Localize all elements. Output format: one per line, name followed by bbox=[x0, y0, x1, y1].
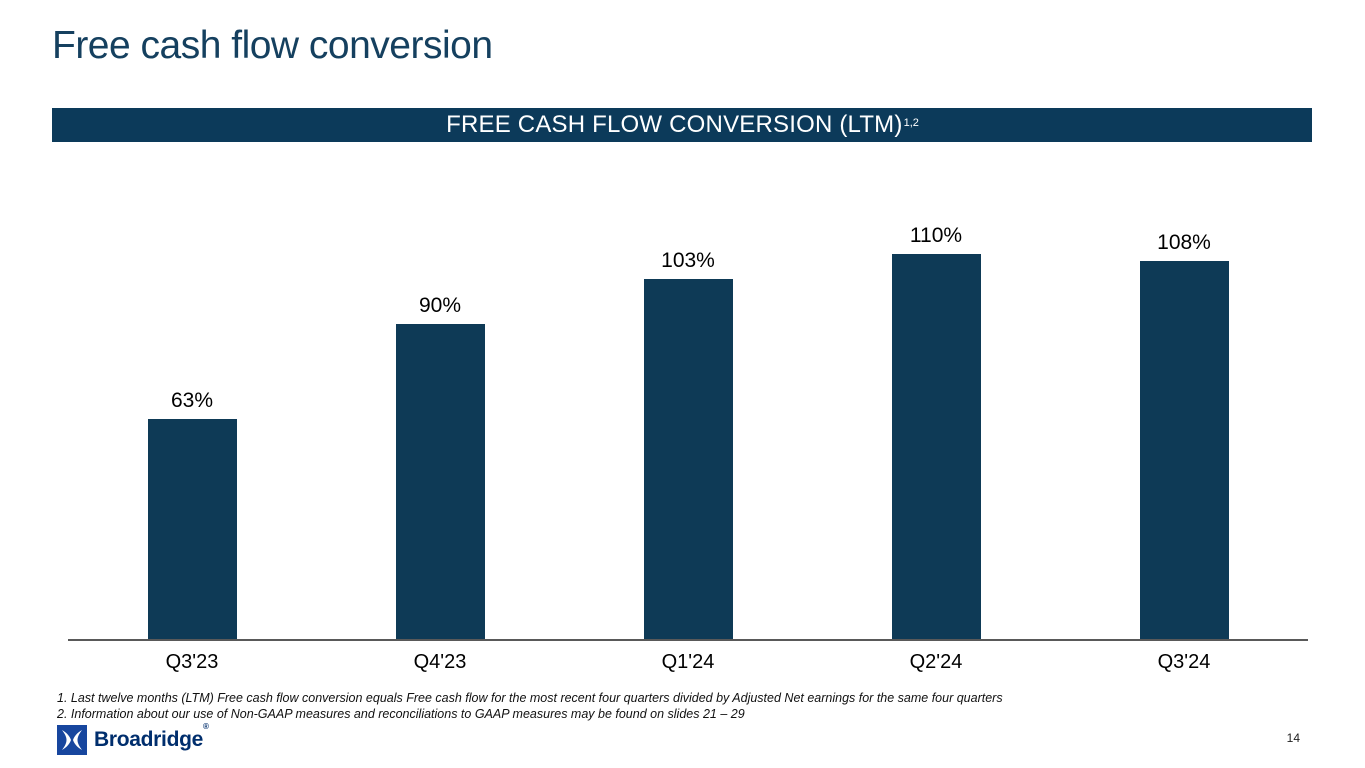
bar-column: 110% bbox=[812, 224, 1060, 639]
bar-chart: 63% 90% 103% 110% 108% bbox=[68, 155, 1308, 641]
bar-column: 90% bbox=[316, 294, 564, 639]
category-label: Q4'23 bbox=[413, 651, 467, 673]
footnote-2: 2. Information about our use of Non-GAAP… bbox=[57, 707, 745, 722]
footnotes: 1. Last twelve months (LTM) Free cash fl… bbox=[57, 690, 1157, 723]
bar-Q3'24 bbox=[1139, 261, 1229, 639]
bar-chart-plot: 63% 90% 103% 110% 108% bbox=[68, 155, 1308, 641]
category-label: Q1'24 bbox=[661, 651, 715, 673]
bar-value-label: 108% bbox=[1157, 231, 1211, 254]
category-label: Q3'23 bbox=[165, 651, 219, 673]
bar-value-label: 110% bbox=[909, 224, 963, 247]
bar-Q3'23 bbox=[147, 418, 237, 639]
category-label: Q2'24 bbox=[909, 651, 963, 673]
bar-chart-categories: Q3'23 Q4'23 Q1'24 Q2'24 Q3'24 bbox=[68, 651, 1308, 674]
broadridge-logo-icon bbox=[57, 725, 87, 755]
bar-value-label: 63% bbox=[170, 388, 214, 412]
bar-value-label: 103% bbox=[661, 248, 715, 272]
broadridge-logo: Broadridge® bbox=[57, 722, 209, 755]
category-label: Q3'24 bbox=[1157, 651, 1211, 673]
bar-value-label: 90% bbox=[418, 294, 462, 317]
bar-Q1'24 bbox=[643, 278, 733, 639]
bar-Q2'24 bbox=[891, 254, 981, 639]
bar-column: 108% bbox=[1060, 231, 1308, 639]
page-number: 14 bbox=[1286, 731, 1300, 745]
bar-Q4'23 bbox=[395, 324, 485, 639]
chart-title: FREE CASH FLOW CONVERSION (LTM) bbox=[446, 111, 903, 138]
chart-title-superscript: 1,2 bbox=[903, 117, 919, 129]
registered-mark: ® bbox=[203, 722, 209, 731]
page-title: Free cash flow conversion bbox=[52, 24, 493, 67]
bar-column: 63% bbox=[68, 388, 316, 639]
broadridge-logo-text: Broadridge® bbox=[94, 722, 209, 751]
bar-column: 103% bbox=[564, 248, 812, 639]
footnote-1: 1. Last twelve months (LTM) Free cash fl… bbox=[57, 691, 1003, 705]
chart-title-banner: FREE CASH FLOW CONVERSION (LTM) 1,2 bbox=[52, 108, 1312, 142]
